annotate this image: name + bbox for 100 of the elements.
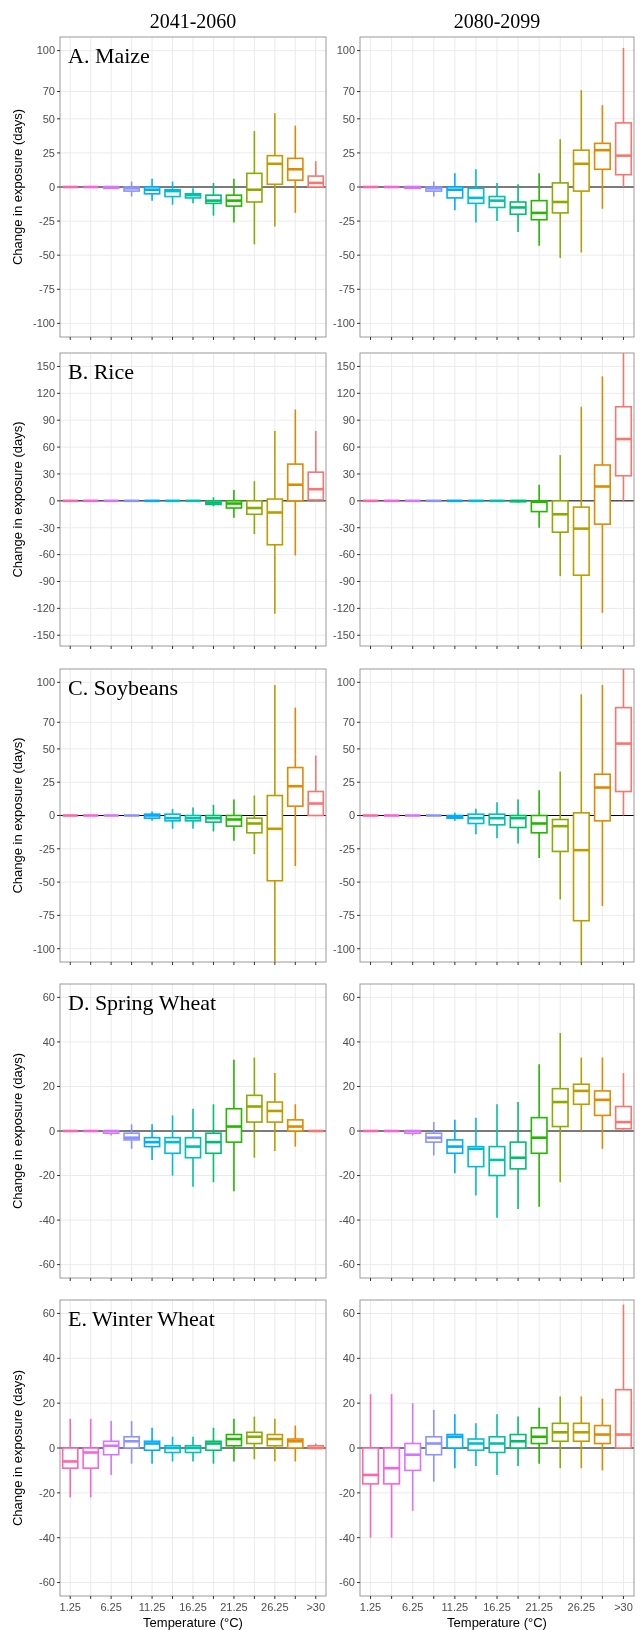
y-tick-label: 60 [42, 991, 55, 1004]
y-tick-label: 20 [342, 1080, 355, 1093]
y-tick-label: 30 [42, 467, 55, 480]
y-tick-label: -100 [332, 317, 355, 330]
y-tick-label: 25 [42, 776, 55, 789]
y-tick-label: -75 [339, 283, 355, 296]
x-axis-title: Temperature (°C) [143, 1615, 243, 1630]
y-tick-label: 50 [342, 112, 355, 125]
y-tick-label: -20 [39, 1486, 55, 1499]
y-tick-label: 70 [42, 85, 55, 98]
y-tick-label: 150 [336, 360, 355, 373]
y-tick-label: 120 [36, 387, 55, 400]
y-tick-label: -100 [32, 942, 55, 955]
y-tick-label: 0 [348, 494, 355, 507]
annotation: C. Soybeans [68, 675, 178, 700]
y-tick-label: -60 [339, 548, 355, 561]
y-tick-label: -100 [32, 317, 55, 330]
y-tick-label: -60 [39, 1258, 55, 1271]
x-tick-label: 11.25 [441, 1601, 469, 1613]
x-tick-label: >30 [614, 1601, 633, 1613]
y-tick-label: -30 [39, 521, 55, 534]
y-tick-label: -90 [339, 575, 355, 588]
y-tick-label: -50 [39, 875, 55, 888]
annotation: D. Spring Wheat [68, 990, 217, 1015]
y-tick-label: 20 [42, 1397, 55, 1409]
x-tick-label: 16.25 [483, 1601, 511, 1613]
y-tick-label: 0 [48, 180, 55, 193]
chart-title: 2080-2099 [453, 10, 541, 32]
y-tick-label: 60 [342, 991, 355, 1004]
y-tick-label: -25 [39, 214, 55, 227]
y-tick-label: 60 [42, 440, 55, 453]
y-tick-label: -60 [339, 1576, 355, 1589]
y-tick-label: -40 [339, 1213, 355, 1226]
x-tick-label: 1.25 [59, 1601, 81, 1613]
y-tick-label: 0 [348, 1124, 355, 1137]
y-tick-label: -50 [339, 249, 355, 262]
chart-title: 2041-2060 [149, 10, 237, 32]
y-tick-label: 100 [36, 44, 55, 57]
x-tick-label: 16.25 [179, 1601, 207, 1613]
y-tick-label: -60 [339, 1258, 355, 1271]
annotation: A. Maize [68, 43, 150, 68]
annotation: E. Winter Wheat [68, 1306, 215, 1331]
y-tick-label: -90 [39, 575, 55, 588]
y-tick-label: 40 [42, 1035, 55, 1048]
x-tick-label: 26.25 [567, 1601, 596, 1613]
y-tick-label: -40 [39, 1531, 55, 1544]
y-tick-label: 150 [36, 360, 55, 373]
y-tick-label: -60 [39, 1576, 55, 1589]
y-tick-label: 60 [42, 1307, 55, 1320]
y-tick-label: 100 [336, 44, 355, 57]
y-tick-label: -50 [39, 249, 55, 262]
y-tick-label: 0 [48, 1124, 55, 1137]
y-tick-label: 120 [336, 387, 355, 400]
y-tick-label: 100 [36, 676, 55, 689]
y-tick-label: -75 [339, 909, 355, 922]
y-tick-label: 70 [42, 716, 55, 729]
y-axis-title: Change in exposure (days) [10, 421, 25, 578]
y-tick-label: -20 [39, 1169, 55, 1182]
x-tick-label: 21.25 [525, 1601, 553, 1613]
y-tick-label: 90 [342, 414, 355, 427]
y-tick-label: 0 [48, 494, 55, 507]
y-tick-label: -40 [39, 1213, 55, 1226]
annotation: B. Rice [68, 359, 134, 384]
y-axis-title: Change in exposure (days) [10, 1369, 25, 1527]
x-axis-title: Temperature (°C) [447, 1615, 547, 1630]
y-tick-label: 40 [342, 1035, 355, 1048]
y-tick-label: -25 [339, 842, 355, 855]
y-tick-label: 20 [342, 1397, 355, 1409]
y-tick-label: 0 [348, 809, 355, 822]
y-tick-label: 20 [42, 1080, 55, 1093]
y-tick-label: -75 [39, 909, 55, 922]
y-tick-label: 60 [342, 1307, 355, 1320]
y-tick-label: 50 [42, 112, 55, 125]
y-tick-label: -120 [32, 602, 55, 615]
x-tick-label: 6.25 [100, 1601, 122, 1613]
x-tick-label: 6.25 [401, 1601, 424, 1613]
x-tick-label: 26.25 [261, 1601, 289, 1613]
y-tick-label: 0 [348, 180, 355, 193]
y-axis-title: Change in exposure (days) [10, 1052, 25, 1210]
y-tick-label: -75 [39, 283, 55, 296]
y-tick-label: 40 [342, 1352, 355, 1365]
y-tick-label: 0 [348, 1441, 355, 1454]
y-tick-label: -20 [339, 1486, 355, 1499]
y-axis-title: Change in exposure (days) [10, 108, 25, 266]
y-tick-label: -25 [39, 842, 55, 855]
x-tick-label: 11.25 [138, 1601, 166, 1613]
y-tick-label: -100 [332, 942, 355, 955]
y-tick-label: 100 [336, 676, 355, 689]
y-tick-label: -120 [332, 602, 355, 615]
y-tick-label: -20 [339, 1169, 355, 1182]
y-tick-label: 0 [48, 1441, 55, 1454]
y-tick-label: 25 [42, 146, 55, 159]
x-tick-label: 21.25 [220, 1601, 248, 1613]
y-tick-label: 70 [342, 85, 355, 98]
y-tick-label: 50 [342, 742, 355, 755]
y-tick-label: 60 [342, 440, 355, 453]
y-axis-title: Change in exposure (days) [10, 737, 25, 894]
y-tick-label: -25 [339, 214, 355, 227]
x-tick-label: >30 [306, 1601, 326, 1613]
y-tick-label: -30 [339, 521, 355, 534]
